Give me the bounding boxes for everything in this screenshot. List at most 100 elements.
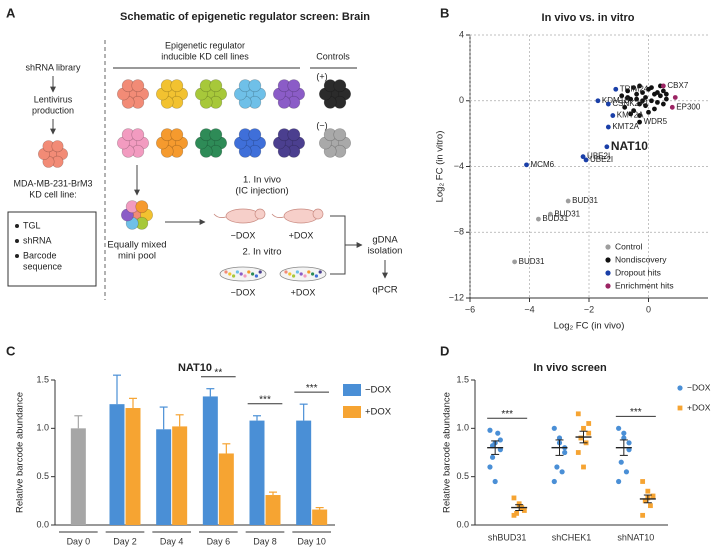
error-bar <box>206 388 215 397</box>
y-tick-label: 0.0 <box>36 519 49 529</box>
point-label: BUD31 <box>572 196 598 205</box>
sem-bar <box>491 440 500 455</box>
error-bar <box>113 374 121 405</box>
point <box>514 511 519 516</box>
error-bar <box>269 491 277 496</box>
sem-bar <box>515 504 524 511</box>
in-vivo-label: 1. In vivo <box>243 175 281 186</box>
point <box>646 109 651 115</box>
point <box>524 162 529 168</box>
point <box>658 93 663 99</box>
point <box>643 103 648 109</box>
point <box>613 86 619 92</box>
legend-label: +DOX <box>365 407 392 418</box>
point <box>640 479 646 484</box>
point <box>618 459 624 465</box>
point <box>640 90 645 95</box>
y-tick-label: 1.5 <box>456 374 469 384</box>
cell-cluster <box>117 79 149 109</box>
cell <box>170 128 184 142</box>
dish-cell <box>314 274 318 278</box>
step-label: production <box>32 105 74 115</box>
legend-label: Dropout hits <box>615 267 661 277</box>
point <box>672 95 678 100</box>
sem-bar <box>555 439 564 456</box>
point <box>648 503 653 509</box>
mouse-tail <box>213 213 227 218</box>
panel-label: A <box>6 5 16 20</box>
dish-cell <box>235 270 239 274</box>
cell-cluster <box>319 79 351 109</box>
point <box>554 464 560 470</box>
point <box>595 98 601 104</box>
cell-cluster <box>319 128 351 158</box>
point <box>511 495 517 501</box>
step-label: Lentivirus <box>34 94 73 104</box>
point <box>489 454 496 460</box>
y-tick-label: 0.0 <box>456 519 469 529</box>
point <box>626 440 632 446</box>
legend-swatch <box>343 406 361 418</box>
cell <box>333 128 347 142</box>
gdna-label: gDNA <box>372 235 398 246</box>
chart-title: NAT10 <box>178 362 212 374</box>
feature-box <box>7 211 97 287</box>
step-label: MDA-MB-231-BrM3 <box>13 178 92 188</box>
legend-label: +DOX <box>687 402 711 412</box>
cell-cluster <box>195 128 227 158</box>
point <box>580 154 586 160</box>
bar <box>218 453 234 525</box>
point <box>551 478 557 485</box>
chart-title: In vivo screen <box>533 362 607 374</box>
dish <box>219 266 267 282</box>
bar <box>249 420 265 525</box>
cell <box>209 128 223 142</box>
point <box>619 93 625 99</box>
y-tick-label: 0.5 <box>36 471 49 481</box>
point <box>547 211 553 217</box>
panel-label: B <box>440 5 449 20</box>
x-tick-label: Day 0 <box>67 536 91 546</box>
x-tick-label: Day 4 <box>160 536 184 546</box>
point <box>649 85 654 90</box>
point <box>663 91 669 97</box>
error-bar <box>74 415 83 429</box>
section-label: Epigenetic regulator <box>165 40 245 50</box>
schematic-title: Schematic of epigenetic regulator screen… <box>120 11 370 23</box>
legend-marker <box>605 257 611 263</box>
x-tick-label: Day 6 <box>207 536 231 546</box>
significance: *** <box>259 394 271 405</box>
error-bar <box>253 415 261 421</box>
dish-cell <box>284 270 288 274</box>
point <box>625 88 631 94</box>
point <box>655 90 660 95</box>
section-label: Controls <box>316 51 350 61</box>
bar <box>70 428 86 525</box>
point <box>663 96 669 102</box>
sem-bar <box>579 430 588 444</box>
point <box>578 435 584 441</box>
point <box>631 85 637 90</box>
y-tick-label: 4 <box>459 29 464 39</box>
y-tick-label: 1.5 <box>36 374 49 384</box>
cell <box>209 79 223 93</box>
dish-cell <box>254 274 258 278</box>
point-label: BUD31 <box>542 214 568 223</box>
cell-cluster <box>234 79 266 109</box>
cell-cluster <box>195 79 227 109</box>
point <box>605 101 611 107</box>
point-label: CSNK2A1 <box>612 99 649 108</box>
point <box>628 111 634 117</box>
point <box>605 124 611 130</box>
y-tick-label: 1.0 <box>36 423 49 433</box>
significance: *** <box>501 409 513 420</box>
point <box>637 119 642 125</box>
legend-marker <box>605 283 611 289</box>
point <box>575 411 581 417</box>
y-tick-label: 1.0 <box>456 423 469 433</box>
control-sign: (−) <box>316 120 327 130</box>
in-vivo-label: (IC injection) <box>235 186 288 197</box>
point <box>536 216 541 222</box>
point <box>649 98 654 104</box>
point-label: BUD31 <box>519 257 545 266</box>
